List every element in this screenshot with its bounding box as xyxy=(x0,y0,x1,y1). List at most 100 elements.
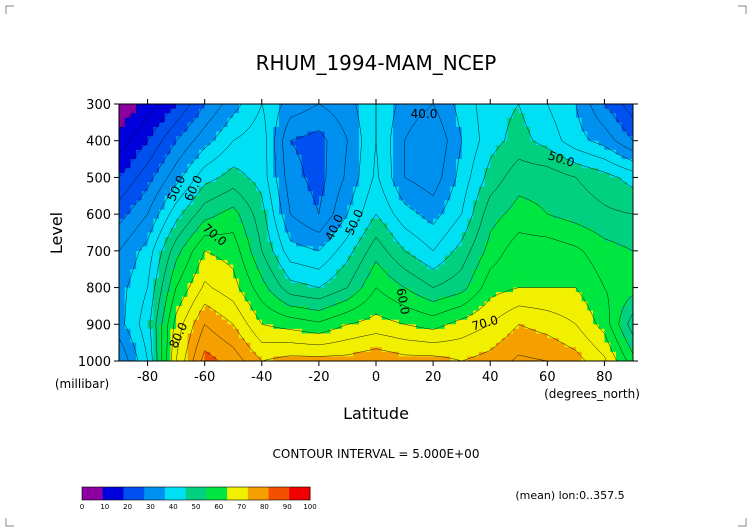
field-cell xyxy=(256,347,263,353)
field-cell xyxy=(541,351,548,358)
field-cell xyxy=(307,122,314,128)
field-cell xyxy=(587,163,594,169)
field-cell xyxy=(564,227,571,234)
field-cell xyxy=(387,328,394,335)
field-cell xyxy=(530,338,537,344)
field-cell xyxy=(221,218,229,224)
field-cell xyxy=(564,140,571,146)
field-cell xyxy=(478,328,486,335)
field-cell xyxy=(347,182,354,188)
field-cell xyxy=(364,232,371,238)
field-cell xyxy=(353,200,360,206)
field-cell xyxy=(267,113,274,119)
field-cell xyxy=(507,250,514,257)
field-cell xyxy=(267,191,274,197)
field-cell xyxy=(244,223,251,229)
field-cell xyxy=(547,172,554,179)
field-cell xyxy=(393,237,400,243)
field-cell xyxy=(507,255,514,261)
field-cell xyxy=(130,195,137,201)
field-cell xyxy=(381,301,389,307)
field-cell xyxy=(455,113,463,119)
field-cell xyxy=(261,140,269,146)
field-cell xyxy=(119,296,126,302)
field-cell xyxy=(324,186,331,192)
field-cell xyxy=(353,342,360,348)
field-cell xyxy=(221,237,229,243)
field-cell xyxy=(427,182,434,188)
field-cell xyxy=(290,338,297,344)
field-cell xyxy=(193,113,200,119)
field-cell xyxy=(313,241,320,247)
field-cell xyxy=(541,260,548,266)
field-cell xyxy=(130,287,137,293)
field-cell xyxy=(130,145,137,151)
field-cell xyxy=(216,273,223,279)
field-cell xyxy=(490,232,497,238)
field-cell xyxy=(421,145,428,151)
field-cell xyxy=(398,113,406,119)
field-cell xyxy=(438,145,446,151)
field-cell xyxy=(484,191,491,197)
field-cell xyxy=(267,301,274,307)
field-cell xyxy=(427,273,434,279)
field-cell xyxy=(158,324,166,330)
field-cell xyxy=(507,149,514,156)
field-cell xyxy=(495,338,503,344)
field-cell xyxy=(484,255,491,261)
field-cell xyxy=(490,163,497,169)
field-cell xyxy=(410,191,417,197)
field-cell xyxy=(518,117,526,123)
field-cell xyxy=(347,145,354,151)
field-cell xyxy=(256,241,263,247)
field-cell xyxy=(250,223,257,229)
field-cell xyxy=(393,113,400,119)
field-cell xyxy=(404,122,411,128)
field-cell xyxy=(256,319,263,325)
field-cell xyxy=(193,227,200,234)
field-cell xyxy=(473,126,480,133)
field-cell xyxy=(530,223,537,229)
field-cell xyxy=(444,250,451,257)
field-cell xyxy=(404,292,411,298)
field-cell xyxy=(318,200,326,206)
field-cell xyxy=(233,163,240,169)
field-cell xyxy=(158,186,166,192)
field-cell xyxy=(535,149,543,156)
field-cell xyxy=(136,287,143,293)
field-cell xyxy=(404,214,411,220)
field-cell xyxy=(627,292,633,298)
field-cell xyxy=(330,356,337,361)
field-cell xyxy=(284,227,291,234)
field-cell xyxy=(301,191,309,197)
field-cell xyxy=(193,278,200,284)
field-cell xyxy=(187,292,194,298)
field-cell xyxy=(341,305,349,312)
field-cell xyxy=(233,191,240,197)
field-cell xyxy=(547,315,554,321)
field-cell xyxy=(610,264,617,270)
field-cell xyxy=(444,269,451,275)
field-cell xyxy=(604,191,611,197)
field-cell xyxy=(119,136,126,142)
field-cell xyxy=(461,241,468,247)
field-cell xyxy=(598,122,606,128)
field-cell xyxy=(204,237,211,243)
field-cell xyxy=(267,273,274,279)
field-cell xyxy=(296,324,303,330)
field-cell xyxy=(387,351,394,358)
field-cell xyxy=(353,241,360,247)
field-cell xyxy=(404,172,411,179)
field-cell xyxy=(598,214,606,220)
field-cell xyxy=(478,246,486,252)
field-cell xyxy=(473,191,480,197)
field-cell xyxy=(318,301,326,307)
field-cell xyxy=(627,264,633,270)
field-cell xyxy=(581,113,588,119)
field-cell xyxy=(153,223,160,229)
field-cell xyxy=(438,214,446,220)
field-cell xyxy=(455,232,463,238)
field-cell xyxy=(313,342,320,348)
field-cell xyxy=(621,232,628,238)
field-cell xyxy=(513,191,520,197)
